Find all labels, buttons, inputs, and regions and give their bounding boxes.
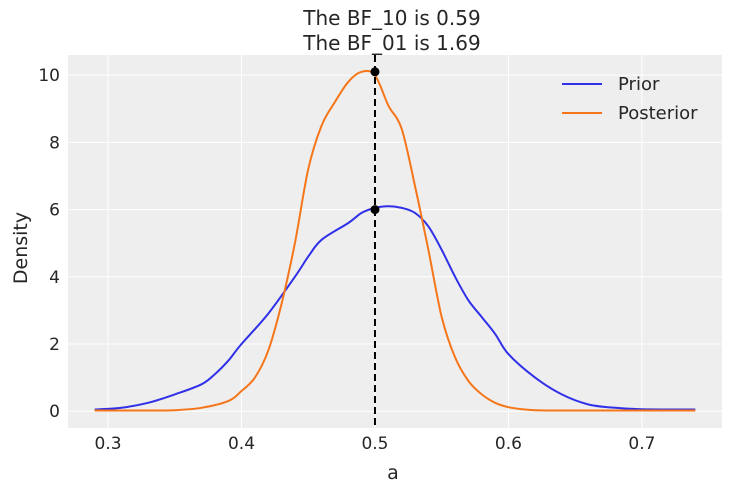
tick-labels: 0.3 0.4 0.5 0.6 0.7 0 2 4 6 8 10 [38, 66, 655, 454]
x-tick-label: 0.6 [495, 434, 522, 454]
x-axis-label: a [387, 462, 399, 484]
reference-point [370, 205, 380, 215]
grid [68, 55, 722, 428]
chart-title-line-1: The BF_10 is 0.59 [302, 6, 480, 30]
y-tick-label: 2 [49, 335, 60, 355]
legend-prior-label: Prior [618, 74, 660, 95]
y-tick-label: 0 [49, 402, 60, 422]
y-axis-label: Density [10, 212, 32, 284]
legend-posterior-label: Posterior [618, 103, 698, 124]
y-tick-label: 6 [49, 201, 60, 221]
x-tick-label: 0.3 [95, 434, 122, 454]
x-tick-label: 0.7 [628, 434, 655, 454]
x-tick-label: 0.4 [228, 434, 255, 454]
legend: Prior Posterior [562, 74, 698, 124]
y-tick-label: 8 [49, 133, 60, 153]
reference-layer [370, 55, 380, 428]
y-tick-label: 4 [49, 268, 60, 288]
reference-point [370, 67, 380, 77]
y-tick-label: 10 [38, 66, 60, 86]
series-line-prior [94, 205, 696, 411]
chart-title-line-2: The BF_01 is 1.69 [302, 31, 480, 55]
x-tick-label: 0.5 [361, 434, 388, 454]
